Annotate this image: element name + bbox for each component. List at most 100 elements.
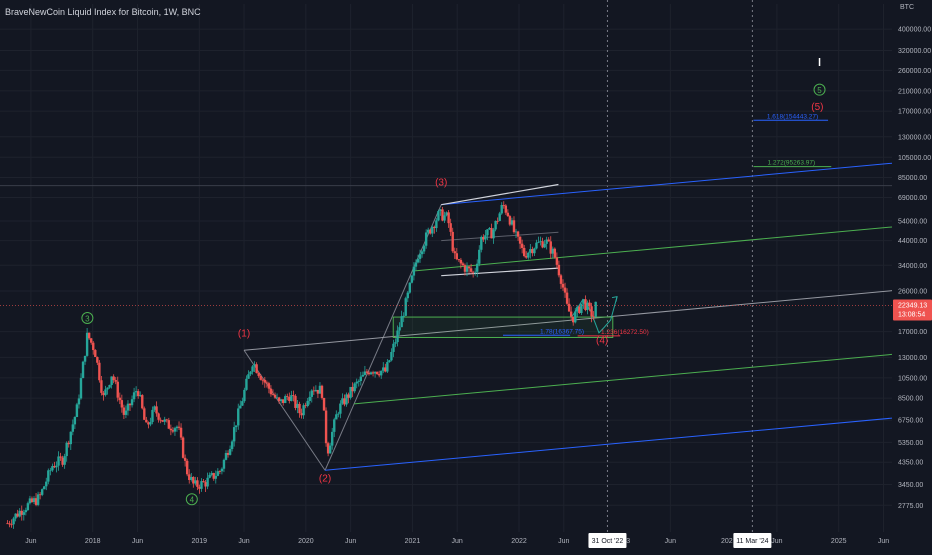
candle-body	[508, 216, 512, 225]
candle-body	[531, 249, 534, 254]
candle-body	[324, 410, 328, 444]
candle-body	[36, 494, 40, 505]
candle-body	[339, 403, 342, 414]
candle-body	[343, 398, 346, 405]
candle-body	[134, 391, 138, 393]
candle-body	[388, 360, 391, 363]
candle-body	[206, 477, 209, 487]
candle-body	[63, 456, 66, 465]
candle-body	[355, 381, 358, 384]
x-axis-tick-label: Jun	[238, 538, 249, 545]
x-axis-tick-label: 2019	[191, 538, 207, 545]
pitchfork-inner-line	[412, 226, 893, 272]
wave-label: (1)	[238, 328, 250, 339]
candle-body	[24, 510, 28, 513]
date-marker-label: 11 Mar '24	[736, 538, 768, 545]
y-axis-tick-label: 85000.00	[898, 175, 927, 182]
candle-body	[506, 212, 510, 217]
candle-body	[251, 366, 254, 372]
candle-body	[277, 397, 281, 402]
candle-body	[488, 228, 491, 230]
candle-body	[169, 428, 173, 431]
x-axis-tick-label: 2021	[405, 538, 421, 545]
candle-body	[20, 510, 23, 515]
candle-body	[512, 220, 516, 233]
candle-body	[43, 486, 46, 490]
annotation-labels: 1.618(154443.27) 1.272(95263.97) 1.78(1636…	[81, 58, 826, 506]
countdown-label: 13:08:54	[898, 311, 925, 318]
wave-label: 4	[190, 496, 195, 505]
candle-body	[40, 489, 44, 495]
candle-body	[69, 431, 72, 445]
candle-body	[373, 371, 377, 374]
candle-body	[200, 481, 203, 489]
candle-body	[253, 364, 256, 367]
candle-body	[8, 523, 11, 525]
candle-body	[16, 513, 19, 517]
wave-label: (5)	[811, 102, 823, 113]
candle-body	[416, 258, 420, 263]
candle-body	[259, 375, 262, 380]
candle-body	[331, 431, 334, 446]
candle-body	[85, 332, 89, 356]
candle-body	[198, 486, 201, 489]
candle-body	[71, 424, 75, 432]
candle-body	[12, 518, 15, 525]
y-axis-tick-label: 69000.00	[898, 195, 927, 202]
candle-body	[210, 473, 213, 475]
last-price-badge	[893, 299, 932, 321]
candle-body	[100, 380, 103, 393]
candle-body	[365, 371, 369, 373]
candle-body	[427, 229, 430, 233]
y-axis-tick-label: 400000.00	[898, 27, 931, 34]
candle-body	[567, 303, 571, 312]
candle-body	[310, 390, 313, 397]
candle-body	[551, 248, 554, 254]
candle-body	[112, 376, 115, 381]
candle-body	[547, 239, 550, 242]
candle-body	[290, 395, 293, 401]
candle-body	[10, 524, 13, 526]
candle-body	[469, 268, 473, 272]
x-axis-tick-label: Jun	[665, 538, 676, 545]
candle-body	[574, 311, 577, 323]
date-marker-badge	[733, 533, 772, 548]
candle-body	[359, 376, 363, 382]
candle-body	[179, 427, 183, 438]
candle-body	[455, 253, 458, 260]
candle-body	[463, 265, 467, 272]
x-axis-tick-label: Jun	[771, 538, 782, 545]
candle-body	[486, 229, 489, 236]
candle-body	[171, 430, 175, 432]
candle-body	[529, 249, 532, 253]
candle-body	[155, 406, 158, 414]
pitchfork-upper-tine	[441, 162, 893, 206]
candle-body	[153, 406, 156, 410]
candle-body	[296, 403, 299, 408]
candle-body	[582, 299, 585, 304]
candle-body	[145, 419, 148, 423]
wave-label-circle	[185, 493, 198, 506]
candle-body	[292, 395, 295, 396]
candle-body	[557, 264, 561, 276]
candle-body	[26, 503, 30, 511]
candle-body	[261, 379, 264, 381]
y-axis-tick-label: 3450.00	[898, 482, 923, 489]
candle-body	[159, 419, 162, 421]
candle-body	[255, 364, 258, 374]
candle-body	[584, 299, 587, 311]
candle-body	[533, 248, 536, 254]
candle-body	[161, 420, 164, 422]
candle-body	[535, 242, 538, 249]
fib-level-label: 1.272(95263.97)	[767, 160, 815, 167]
candle-body	[433, 226, 436, 229]
candle-body	[245, 378, 248, 390]
candle-body	[220, 468, 224, 472]
candle-body	[114, 380, 117, 382]
candle-body	[147, 422, 150, 425]
candle-body	[257, 373, 260, 376]
candle-body	[314, 389, 318, 392]
candle-body	[522, 247, 526, 257]
